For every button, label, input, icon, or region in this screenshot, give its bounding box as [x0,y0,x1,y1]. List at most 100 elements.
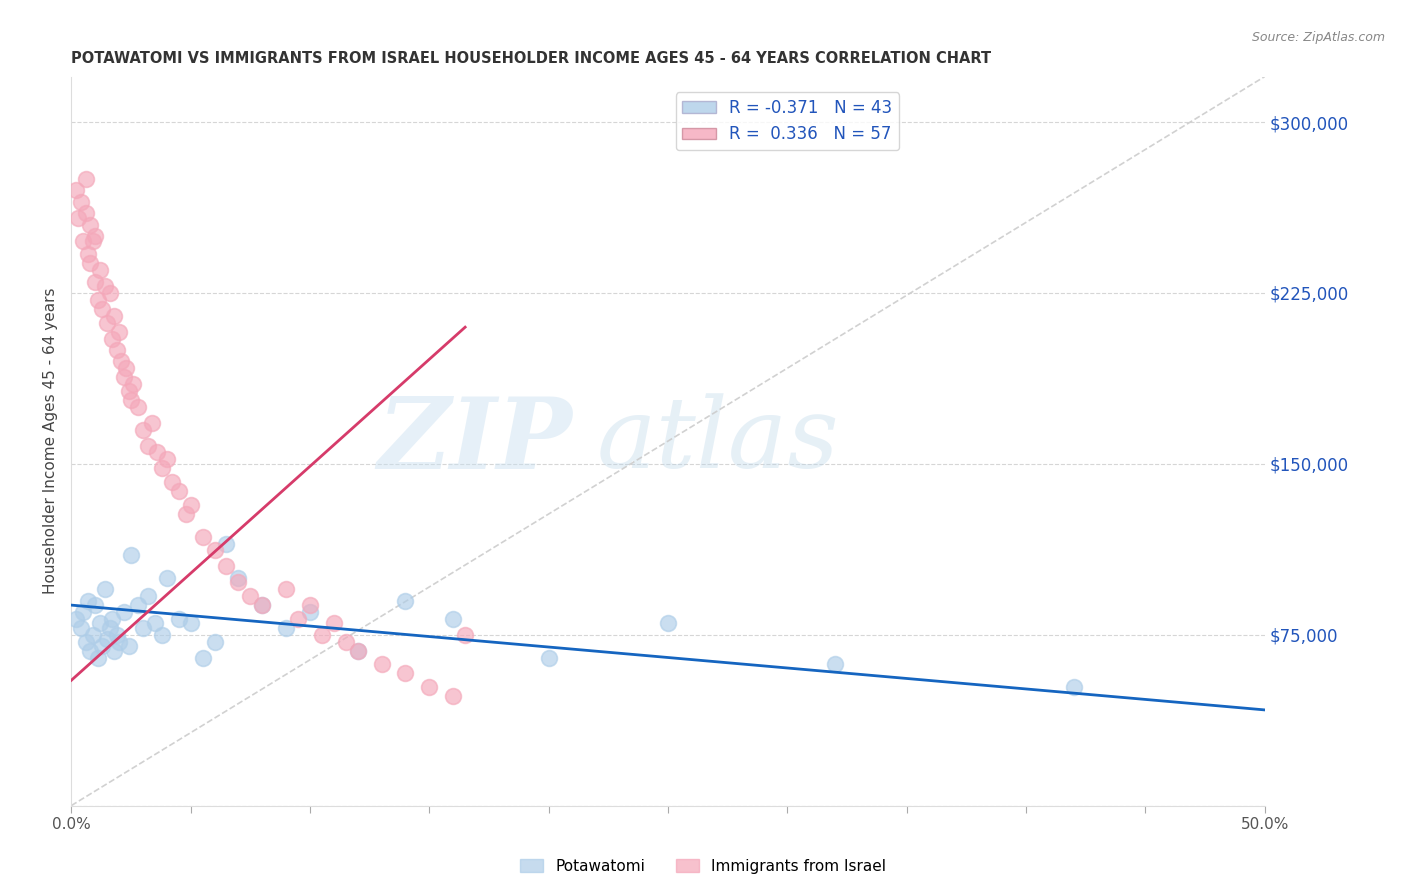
Point [132,621,155,635]
Point [215,559,238,574]
Point [252,598,274,612]
Point [84,275,107,289]
Point [86,293,108,307]
Point [117,639,139,653]
Y-axis label: Householder Income Ages 45 - 64 years: Householder Income Ages 45 - 64 years [44,288,58,594]
Point [228,575,250,590]
Point [67,211,90,225]
Point [103,309,125,323]
Point [150,461,173,475]
Point [441,690,464,704]
Point [96,632,118,647]
Point [82,234,104,248]
Text: ZIP: ZIP [378,392,572,490]
Point [191,530,214,544]
Point [298,605,321,619]
Point [191,650,214,665]
Point [79,256,101,270]
Point [204,543,226,558]
Point [143,616,166,631]
Point [167,484,190,499]
Point [108,325,131,339]
Point [79,643,101,657]
Point [287,612,309,626]
Point [346,643,368,657]
Point [79,218,101,232]
Point [98,285,121,300]
Point [91,639,114,653]
Point [136,439,159,453]
Point [215,536,238,550]
Point [108,634,131,648]
Point [160,475,183,489]
Point [86,650,108,665]
Point [141,416,163,430]
Point [146,445,169,459]
Point [174,507,197,521]
Point [91,301,114,316]
Point [89,616,111,631]
Point [105,343,128,357]
Point [117,384,139,398]
Point [65,612,87,626]
Point [98,621,121,635]
Point [70,194,93,209]
Point [276,621,298,635]
Point [75,172,97,186]
Point [82,628,104,642]
Text: Source: ZipAtlas.com: Source: ZipAtlas.com [1251,31,1385,45]
Point [136,589,159,603]
Point [127,400,149,414]
Point [96,316,118,330]
Point [84,598,107,612]
Text: atlas: atlas [596,393,839,489]
Point [112,605,135,619]
Point [370,657,392,672]
Point [93,279,115,293]
Point [311,628,333,642]
Point [122,377,145,392]
Point [105,628,128,642]
Point [77,247,100,261]
Point [537,650,560,665]
Point [156,452,179,467]
Point [346,643,368,657]
Legend: Potawatomi, Immigrants from Israel: Potawatomi, Immigrants from Israel [515,853,891,880]
Point [180,616,202,631]
Point [101,612,124,626]
Point [77,593,100,607]
Point [65,184,87,198]
Point [72,234,94,248]
Text: POTAWATOMI VS IMMIGRANTS FROM ISRAEL HOUSEHOLDER INCOME AGES 45 - 64 YEARS CORRE: POTAWATOMI VS IMMIGRANTS FROM ISRAEL HOU… [72,51,991,66]
Point [112,370,135,384]
Point [89,263,111,277]
Point [180,498,202,512]
Point [167,612,190,626]
Point [120,548,142,562]
Point [418,680,440,694]
Point [150,628,173,642]
Point [75,634,97,648]
Point [657,616,679,631]
Point [70,621,93,635]
Point [239,589,262,603]
Point [127,598,149,612]
Point [72,605,94,619]
Point [394,593,416,607]
Point [93,582,115,596]
Point [252,598,274,612]
Point [454,628,477,642]
Point [156,571,179,585]
Point [335,634,357,648]
Point [441,612,464,626]
Point [120,393,142,408]
Point [132,423,155,437]
Point [84,229,107,244]
Point [276,582,298,596]
Legend: R = -0.371   N = 43, R =  0.336   N = 57: R = -0.371 N = 43, R = 0.336 N = 57 [676,92,898,150]
Point [322,616,344,631]
Point [204,634,226,648]
Point [101,332,124,346]
Point [228,571,250,585]
Point [298,598,321,612]
